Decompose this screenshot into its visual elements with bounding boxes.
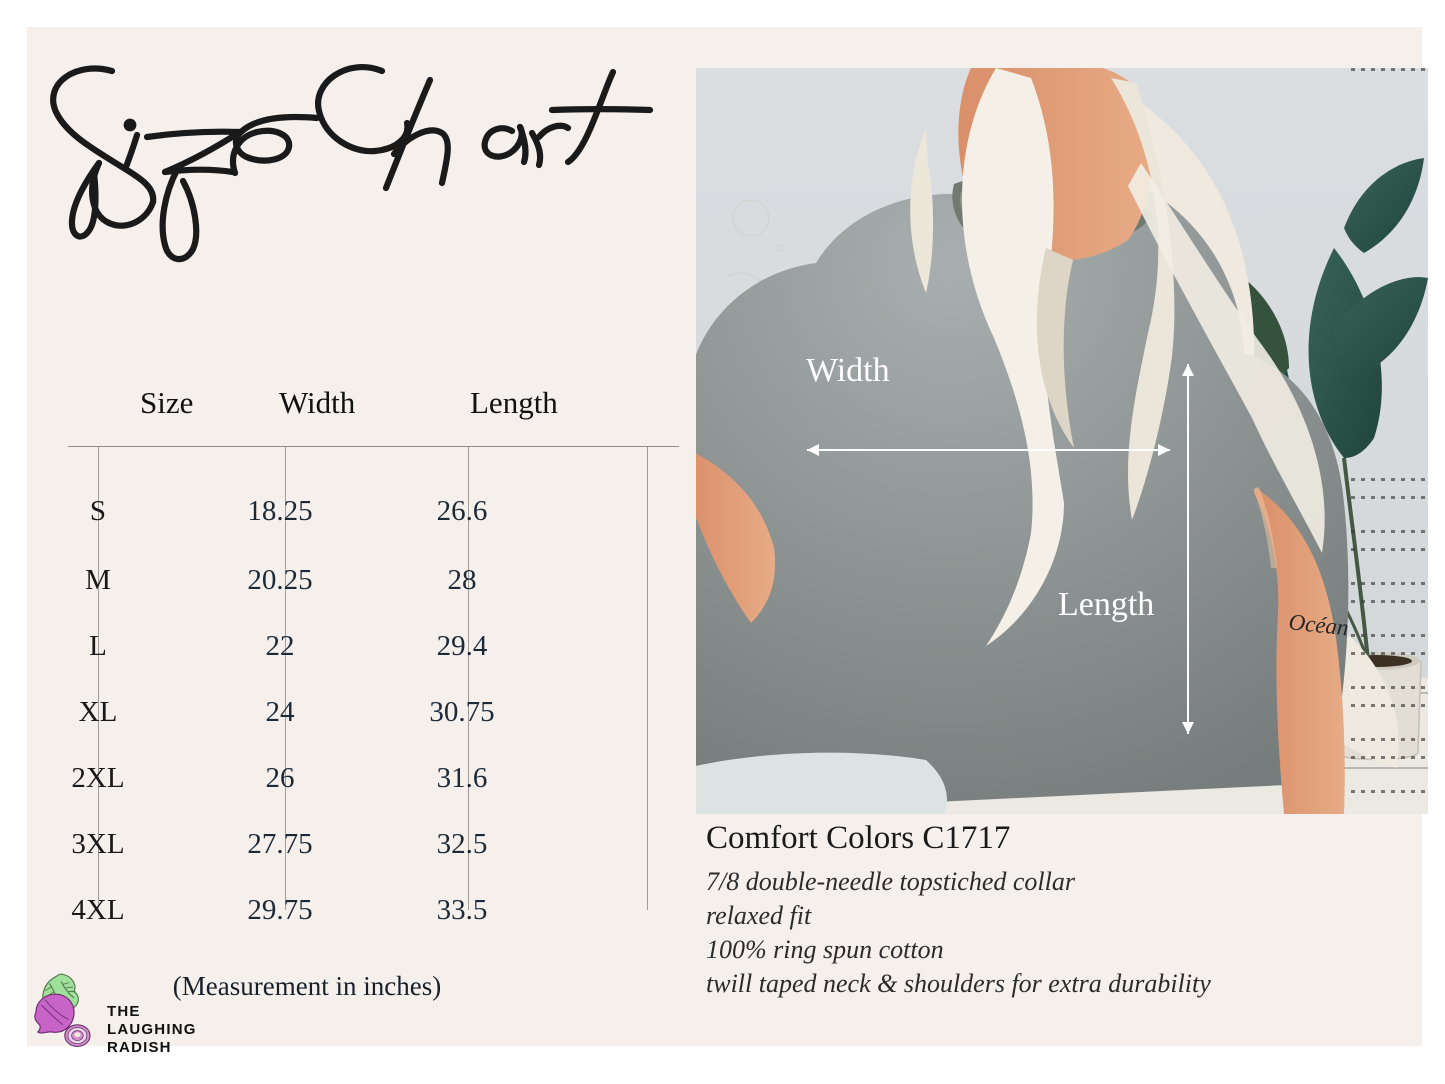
- svg-text:Width: Width: [806, 352, 890, 389]
- svg-text:Length: Length: [1058, 586, 1154, 623]
